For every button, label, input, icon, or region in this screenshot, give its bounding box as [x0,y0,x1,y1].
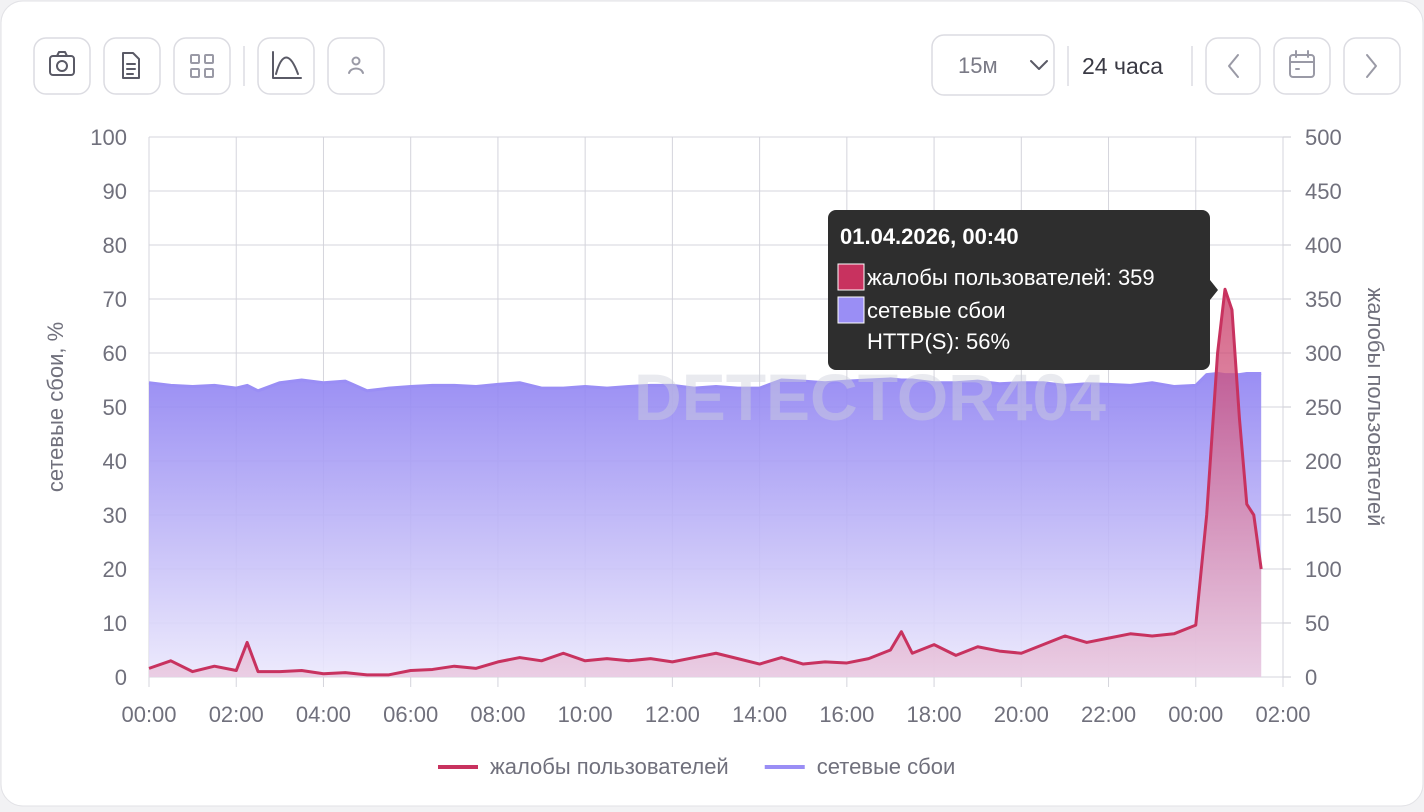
area [149,373,1262,677]
range-label: 24 часа [1082,53,1163,79]
tooltip-title: 01.04.2026, 00:40 [840,224,1019,249]
x-tick-label: 02:00 [1255,702,1310,727]
legend-label: жалобы пользователей [490,754,729,779]
x-tick-label: 16:00 [819,702,874,727]
y2-tick-label: 200 [1305,449,1342,474]
y-tick-label: 40 [103,449,127,474]
x-tick-label: 12:00 [645,702,700,727]
y-tick-label: 80 [103,233,127,258]
y-tick-label: 100 [90,125,127,150]
tooltip-arrow [1210,280,1218,300]
y2-tick-label: 350 [1305,287,1342,312]
y2-tick-label: 0 [1305,665,1317,690]
y-axis-label: сетевые сбои, % [43,322,68,492]
tooltip-swatch [837,263,865,291]
y-tick-label: 50 [103,395,127,420]
chart-button[interactable] [257,37,315,95]
x-tick-label: 06:00 [383,702,438,727]
calendar-button[interactable] [1273,37,1331,95]
x-tick-label: 10:00 [558,702,613,727]
report-button[interactable] [103,37,161,95]
x-tick-label: 08:00 [470,702,525,727]
x-tick-label: 18:00 [907,702,962,727]
interval-value: 15м [958,53,998,78]
line [148,287,1263,677]
x-tick-label: 00:00 [121,702,176,727]
x-tick-label: 00:00 [1168,702,1223,727]
tooltip-swatch [837,296,865,324]
plot: 0 10 20 30 40 50 60 70 80 90 100 0 50 100 150 200 250 300… [43,125,1388,779]
tooltip-box [828,210,1210,370]
y2-axis-label: жалобы пользователей [1363,288,1388,527]
y2-tick-label: 400 [1305,233,1342,258]
y-tick-label: 20 [103,557,127,582]
tooltip-line: сетевые сбои [867,298,1006,323]
user-button[interactable] [327,37,385,95]
interval-select[interactable] [931,34,1055,96]
chevron [1030,60,1048,70]
screenshot-button[interactable] [33,37,91,95]
y-tick-label: 60 [103,341,127,366]
line [148,372,1262,393]
next-button[interactable] [1343,37,1401,95]
y-tick-label: 70 [103,287,127,312]
x-tick-label: 02:00 [209,702,264,727]
tooltip-line: жалобы пользователей: 359 [867,265,1155,290]
y-tick-label: 0 [115,665,127,690]
y2-tick-label: 50 [1305,611,1329,636]
y-tick-label: 90 [103,179,127,204]
layout-button[interactable] [173,37,231,95]
x-tick-label: 14:00 [732,702,787,727]
y2-tick-label: 450 [1305,179,1342,204]
area [149,289,1262,677]
y2-tick-label: 250 [1305,395,1342,420]
y-tick-label: 30 [103,503,127,528]
x-tick-label: 04:00 [296,702,351,727]
x-tick-label: 22:00 [1081,702,1136,727]
tooltip-line: HTTP(S): 56% [867,329,1010,354]
prev-button[interactable] [1205,37,1261,95]
y2-tick-label: 300 [1305,341,1342,366]
x-tick-label: 20:00 [994,702,1049,727]
toolbar: 15м 24 часа [33,34,1401,96]
tooltip: 01.04.2026, 00:40 жалобы пользователей: … [828,210,1218,370]
y2-tick-label: 150 [1305,503,1342,528]
y2-tick-label: 500 [1305,125,1342,150]
y-tick-label: 10 [103,611,127,636]
watermark: DETECTOR404 [634,360,1106,434]
y2-tick-label: 100 [1305,557,1342,582]
legend-label: сетевые сбои [817,754,956,779]
